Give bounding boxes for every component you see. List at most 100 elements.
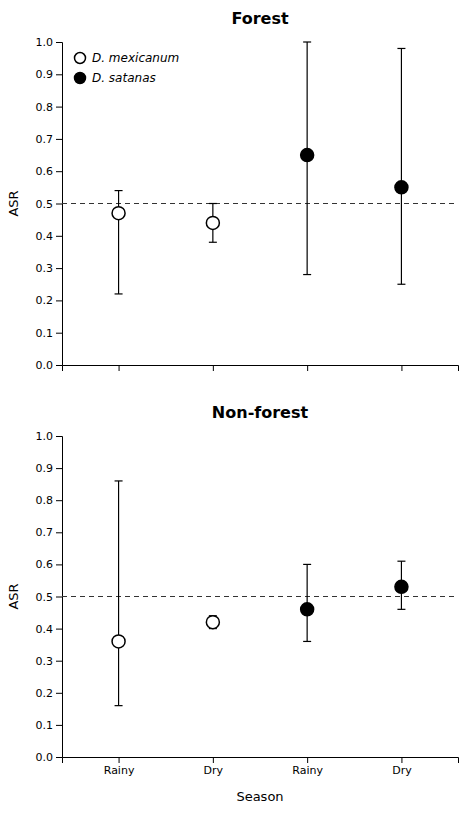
panel: Non-forest0.00.10.20.30.40.50.60.70.80.9… (6, 403, 459, 804)
y-tick: 1.0 (36, 36, 63, 49)
y-tick-mark (56, 107, 62, 108)
x-tick-mark (307, 757, 308, 763)
error-bar-stem (118, 481, 119, 706)
y-tick: 0.8 (36, 494, 63, 507)
y-tick: 0.2 (36, 687, 63, 700)
y-tick: 0.1 (36, 719, 63, 732)
y-tick-label: 0.4 (36, 230, 54, 243)
error-bar-cap-high (303, 41, 311, 42)
x-tick (401, 365, 402, 371)
point (301, 149, 314, 162)
legend-marker (75, 53, 86, 64)
x-tick-mark (401, 757, 402, 763)
x-tick-mark (213, 365, 214, 371)
error-bar-cap-high (115, 480, 123, 481)
y-tick: 0.4 (36, 230, 63, 243)
x-tick-label: Dry (392, 764, 412, 777)
y-tick: 0.5 (36, 591, 63, 604)
y-tick: 0.9 (36, 68, 63, 81)
y-tick-label: 0.8 (36, 101, 54, 114)
y-tick-label: 0.1 (36, 719, 54, 732)
x-axis: RainyDryRainyDry (63, 757, 459, 777)
x-tick-mark (213, 757, 214, 763)
plot-area (62, 481, 458, 706)
legend-marker (75, 73, 86, 84)
y-tick: 0.2 (36, 294, 63, 307)
y-tick-label: 0.3 (36, 262, 54, 275)
y-tick-mark (56, 268, 62, 269)
y-tick: 0.0 (36, 751, 63, 764)
chart-canvas: Forest 0.0 0.1 0.2 0.3 0.4 0.5 0.6 0.7 0.8 0.9 1.0 A… (0, 0, 474, 819)
series (301, 561, 408, 641)
error-bar-stem (401, 48, 402, 284)
x-tick-label: Rainy (104, 764, 135, 777)
x-axis-line (63, 366, 459, 372)
y-tick-label: 0.2 (36, 294, 54, 307)
y-tick: 0.7 (36, 526, 63, 539)
y-tick: 0.6 (36, 558, 63, 571)
error-bar-cap-low (115, 705, 123, 706)
y-tick-mark (56, 757, 62, 758)
y-tick-label: 0.3 (36, 655, 54, 668)
y-tick-mark (56, 42, 62, 43)
error-bar-cap-high (115, 190, 123, 191)
y-tick-label: 0.6 (36, 558, 54, 571)
y-tick-mark (56, 629, 62, 630)
error-bar-cap-low (115, 293, 123, 294)
y-tick: 0.7 (36, 133, 63, 146)
y-tick-mark (56, 564, 62, 565)
x-tick-mark (119, 365, 120, 371)
y-axis-line (56, 43, 63, 366)
y-tick: 1.0 (36, 430, 63, 443)
point (112, 635, 125, 648)
point (395, 580, 408, 593)
y-tick: 0.3 (36, 655, 63, 668)
y-tick: 0.3 (36, 262, 63, 275)
y-tick-mark (56, 139, 62, 140)
series (112, 191, 219, 294)
y-tick-label: 1.0 (36, 430, 54, 443)
y-tick-mark (56, 365, 62, 366)
error-bar-cap-high (303, 564, 311, 565)
y-tick: 0.5 (36, 198, 63, 211)
y-axis-line (56, 437, 63, 758)
y-tick-mark (56, 532, 62, 533)
y-tick-label: 0.9 (36, 462, 54, 475)
legend-label: D. satanas (92, 71, 156, 85)
x-tick-label: Dry (204, 764, 224, 777)
x-tick: Dry (392, 757, 412, 777)
x-tick-mark (401, 365, 402, 371)
y-axis-title: ASR (6, 190, 21, 216)
x-tick: Dry (204, 757, 224, 777)
x-tick (119, 365, 120, 371)
point (301, 603, 314, 616)
y-tick-label: 0.4 (36, 623, 54, 636)
y-tick-mark (56, 74, 62, 75)
y-tick: 0.9 (36, 462, 63, 475)
y-tick-label: 0.1 (36, 327, 54, 340)
chart-title: Forest (231, 9, 289, 28)
y-tick-label: 1.0 (36, 36, 54, 49)
series (301, 42, 408, 284)
y-tick-label: 0.7 (36, 133, 54, 146)
y-tick-label: 0.6 (36, 165, 54, 178)
reference-line (62, 596, 458, 597)
y-tick-mark (56, 333, 62, 334)
error-bar (397, 48, 405, 284)
series (112, 481, 219, 706)
y-tick-mark (56, 468, 62, 469)
y-tick-label: 0.0 (36, 359, 54, 372)
error-bar (115, 481, 123, 706)
y-tick-mark (56, 236, 62, 237)
legend: D. mexicanum D. satanas (75, 51, 180, 85)
legend-item: D. mexicanum (75, 51, 180, 65)
y-tick-mark (56, 597, 62, 598)
x-tick-mark (119, 757, 120, 763)
y-tick-label: 0.5 (36, 591, 54, 604)
x-axis (63, 365, 459, 371)
legend-item: D. satanas (75, 71, 156, 85)
x-tick: Rainy (104, 757, 135, 777)
y-axis: 0.0 0.1 0.2 0.3 0.4 0.5 0.6 0.7 0.8 0.9 1.0 (36, 430, 63, 764)
x-tick-mark (307, 365, 308, 371)
error-bar-cap-low (397, 609, 405, 610)
